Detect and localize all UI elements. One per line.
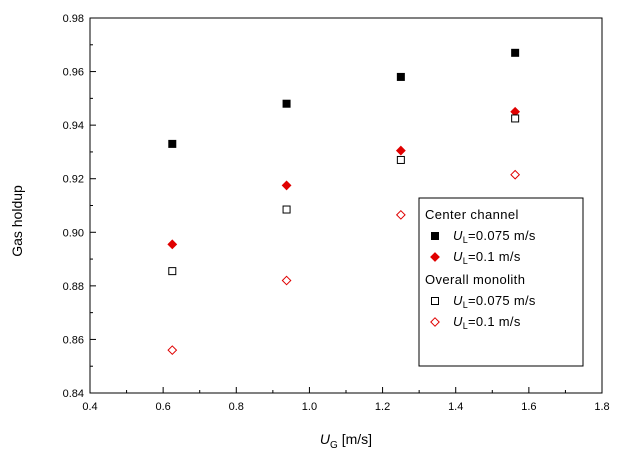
y-tick-label: 0.92 [63, 174, 84, 186]
data-point [510, 169, 521, 180]
x-axis: 0.4 0.6 0.8 1.0 1.2 1.4 1.6 1.8 [82, 387, 610, 413]
data-point [282, 205, 291, 214]
legend-marker [431, 232, 439, 240]
x-axis-label-subscript: G [330, 440, 338, 451]
y-tick-label: 0.88 [63, 281, 84, 293]
data-point [281, 275, 292, 286]
data-point [396, 155, 405, 164]
series-2 [168, 114, 520, 276]
legend-marker [430, 252, 440, 262]
data-point [281, 180, 292, 191]
data-point [167, 345, 178, 356]
y-tick-label: 0.96 [63, 67, 84, 79]
legend-entry-label: UL=0.075 m/s [453, 228, 536, 245]
data-point [396, 72, 405, 81]
data-point [168, 139, 177, 148]
legend-entry-label: UL=0.075 m/s [453, 293, 536, 310]
y-tick-label: 0.86 [63, 334, 84, 346]
legend-marker [430, 317, 440, 327]
x-axis-label-symbol: U [320, 431, 331, 447]
y-tick-label: 0.90 [63, 227, 84, 239]
y-axis-label: Gas holdup [9, 185, 25, 257]
legend-group-title: Center channel [425, 207, 519, 222]
data-markers [167, 48, 521, 356]
legend-marker [431, 297, 439, 305]
series-1 [167, 106, 521, 250]
data-point [511, 114, 520, 123]
x-tick-label: 0.4 [82, 401, 97, 413]
data-point [282, 99, 291, 108]
legend: Center channel UL=0.075 m/s UL=0.1 m/s Over… [418, 197, 584, 367]
data-point [395, 145, 406, 156]
data-point [511, 48, 520, 57]
data-point [167, 239, 178, 250]
data-point [168, 267, 177, 276]
legend-group-title: Overall monolith [425, 272, 525, 287]
data-point [395, 209, 406, 220]
y-axis: 0.84 0.86 0.88 0.90 0.92 0.94 0.96 0.98 [63, 13, 96, 400]
x-tick-label: 1.4 [448, 401, 463, 413]
series-3 [167, 169, 521, 356]
x-tick-label: 0.6 [155, 401, 170, 413]
x-tick-label: 1.0 [302, 401, 317, 413]
x-axis-label-unit: [m/s] [338, 431, 372, 447]
y-tick-label: 0.94 [63, 120, 84, 132]
x-tick-label: 1.2 [375, 401, 390, 413]
x-tick-label: 1.6 [521, 401, 536, 413]
legend-box [418, 197, 584, 367]
x-tick-label: 1.8 [594, 401, 609, 413]
y-tick-label: 0.98 [63, 13, 84, 25]
x-tick-label: 0.8 [229, 401, 244, 413]
series-0 [168, 48, 520, 148]
x-axis-label: UG [m/s] [320, 431, 372, 451]
legend-entry-label: UL=0.1 m/s [453, 314, 521, 331]
legend-entry-label: UL=0.1 m/s [453, 249, 521, 266]
y-tick-label: 0.84 [63, 388, 84, 400]
